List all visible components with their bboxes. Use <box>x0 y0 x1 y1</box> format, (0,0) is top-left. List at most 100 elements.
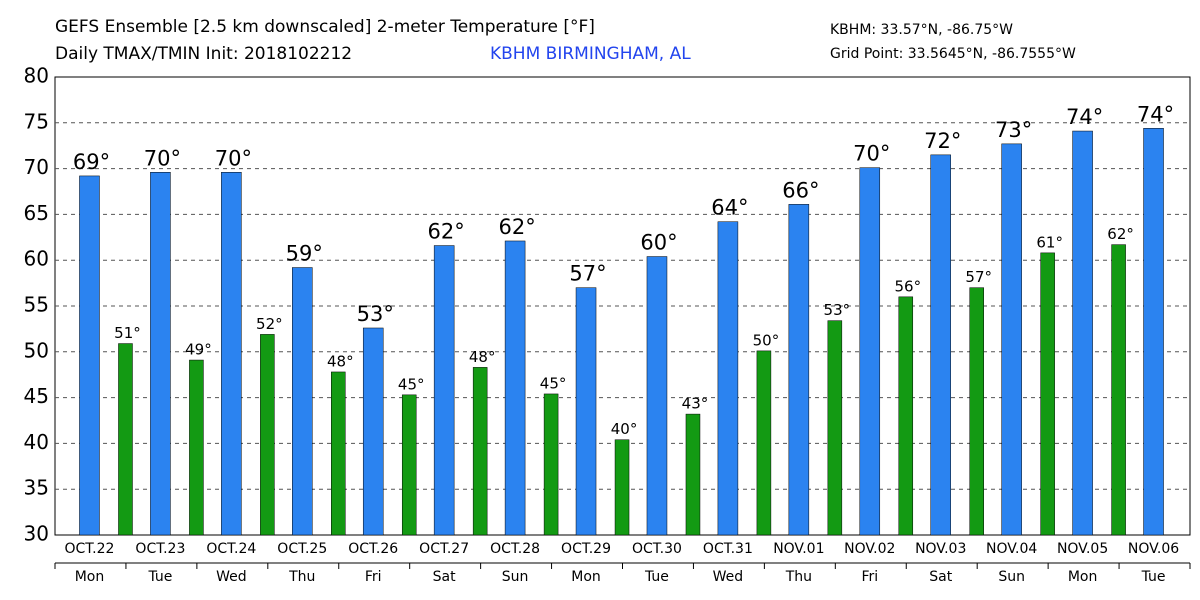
y-tick-label: 30 <box>24 522 49 546</box>
value-label: 69° <box>73 150 110 174</box>
bar <box>543 393 559 536</box>
bar <box>614 439 630 536</box>
y-tick-label: 60 <box>24 247 49 271</box>
x-tick-label: NOV.04 <box>986 541 1037 557</box>
value-label: 59° <box>286 242 323 266</box>
y-tick-label: 50 <box>24 338 49 362</box>
x-tick-label: OCT.29 <box>561 541 611 557</box>
value-label: 60° <box>640 231 677 255</box>
station-coords: KBHM: 33.57°N, -86.75°W <box>830 22 1013 38</box>
x-tick-label: NOV.02 <box>844 541 895 557</box>
bar <box>292 267 313 536</box>
bar <box>1001 143 1022 536</box>
bar <box>827 320 843 536</box>
value-label: 57° <box>569 262 606 286</box>
x-tick-label: OCT.24 <box>206 541 256 557</box>
bar <box>756 350 772 536</box>
value-label: 64° <box>711 196 748 220</box>
y-tick-label: 65 <box>24 201 49 225</box>
value-label: 49° <box>185 341 212 359</box>
weekday-label: Sun <box>998 569 1025 585</box>
weekday-label: Wed <box>713 569 744 585</box>
bar <box>575 287 597 536</box>
bar <box>401 394 417 536</box>
bar <box>717 221 739 536</box>
value-label: 48° <box>469 348 496 366</box>
value-label: 70° <box>215 146 252 170</box>
x-tick-label: NOV.01 <box>773 541 824 557</box>
weekday-label: Sat <box>929 569 952 585</box>
value-label: 61° <box>1036 233 1063 251</box>
value-label: 52° <box>256 315 283 333</box>
weekday-label: Fri <box>861 569 878 585</box>
chart-subtitle: Daily TMAX/TMIN Init: 2018102212 <box>55 44 352 64</box>
bar <box>1143 128 1164 536</box>
bar <box>189 359 204 536</box>
value-label: 57° <box>965 268 992 286</box>
weekday-label: Sun <box>502 569 529 585</box>
value-label: 62° <box>428 220 465 244</box>
value-label: 51° <box>114 324 141 342</box>
y-tick-label: 35 <box>24 476 49 500</box>
x-tick-label: OCT.23 <box>135 541 185 557</box>
weekday-label: Wed <box>216 569 247 585</box>
weekday-label: Thu <box>288 569 315 585</box>
bar <box>331 371 346 536</box>
value-label: 53° <box>357 302 394 326</box>
station-name: KBHM BIRMINGHAM, AL <box>490 44 691 64</box>
bar <box>150 172 171 536</box>
x-tick-label: OCT.30 <box>632 541 682 557</box>
x-tick-label: NOV.03 <box>915 541 966 557</box>
x-tick-label: OCT.28 <box>490 541 540 557</box>
weekday-label: Mon <box>571 569 601 585</box>
x-tick-label: OCT.22 <box>64 541 114 557</box>
y-tick-label: 80 <box>24 64 49 88</box>
grid-point: Grid Point: 33.5645°N, -86.7555°W <box>830 46 1076 62</box>
value-label: 50° <box>753 331 780 349</box>
y-tick-label: 40 <box>24 430 49 454</box>
bar <box>221 172 242 536</box>
value-label: 70° <box>144 146 181 170</box>
value-label: 62° <box>498 215 535 239</box>
value-label: 74° <box>1066 105 1103 129</box>
bar <box>362 327 384 536</box>
bar <box>118 343 133 536</box>
x-tick-label: OCT.25 <box>277 541 327 557</box>
bar <box>433 245 455 536</box>
weekday-label: Fri <box>365 569 382 585</box>
value-label: 66° <box>782 178 819 202</box>
value-label: 40° <box>611 420 638 438</box>
bar <box>646 256 668 536</box>
weekday-label: Tue <box>644 569 669 585</box>
bar <box>685 413 701 536</box>
bar <box>1040 252 1055 536</box>
x-tick-label: OCT.26 <box>348 541 398 557</box>
y-tick-label: 70 <box>24 155 49 179</box>
value-label: 48° <box>327 352 354 370</box>
weekday-label: Tue <box>147 569 172 585</box>
x-tick-label: NOV.05 <box>1057 541 1108 557</box>
weekday-label: Mon <box>1068 569 1098 585</box>
bar <box>969 287 984 536</box>
value-label: 56° <box>894 277 921 295</box>
bar <box>79 175 100 536</box>
bar <box>930 154 951 536</box>
bar <box>859 167 881 536</box>
chart-title: GEFS Ensemble [2.5 km downscaled] 2-mete… <box>55 17 595 37</box>
y-tick-label: 55 <box>24 293 49 317</box>
bar <box>472 367 488 536</box>
weekday-label: Sat <box>433 569 456 585</box>
value-label: 70° <box>853 142 890 166</box>
value-label: 43° <box>682 395 709 413</box>
weekday-label: Thu <box>785 569 812 585</box>
bar <box>788 204 810 536</box>
value-label: 72° <box>924 129 961 153</box>
bar <box>1072 130 1093 536</box>
weekday-label: Mon <box>75 569 105 585</box>
y-tick-label: 75 <box>24 109 49 133</box>
value-label: 45° <box>540 374 567 392</box>
bar <box>1111 244 1126 536</box>
value-label: 53° <box>824 301 851 319</box>
bar <box>260 334 275 536</box>
